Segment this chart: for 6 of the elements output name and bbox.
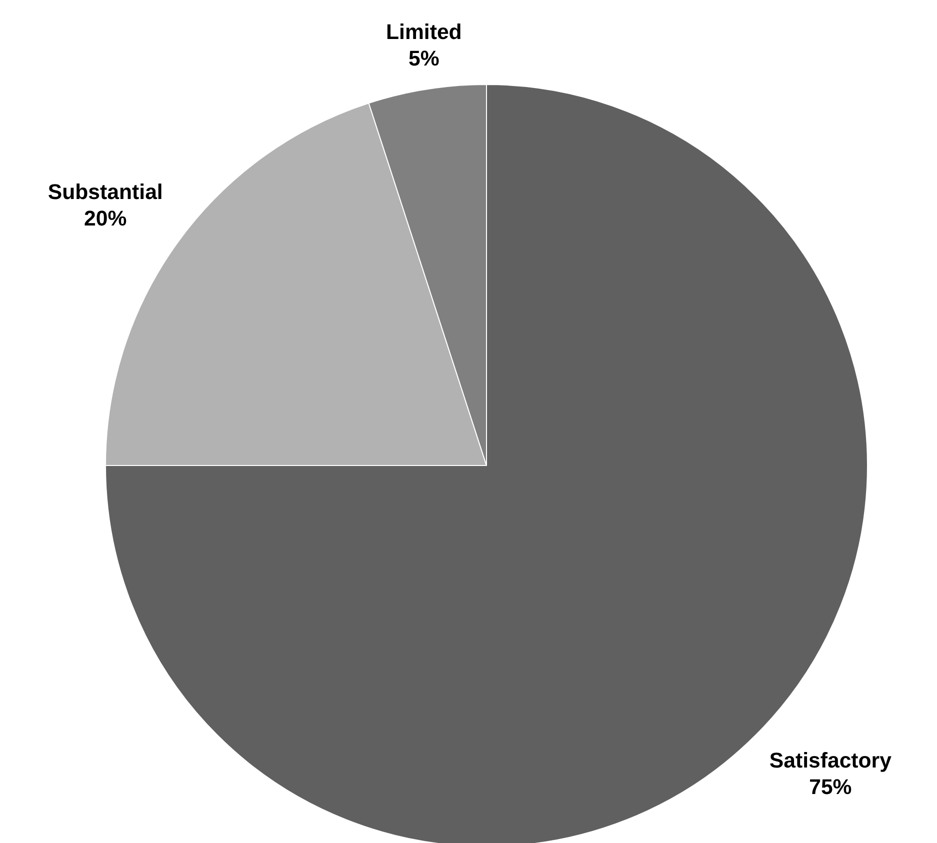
data-label: 20% <box>84 206 127 230</box>
slice-label: Limited <box>386 20 462 44</box>
slice-label: Substantial <box>48 180 163 204</box>
slice-label: Satisfactory <box>769 748 892 772</box>
data-label: 5% <box>408 46 440 70</box>
data-label: 75% <box>809 774 852 799</box>
